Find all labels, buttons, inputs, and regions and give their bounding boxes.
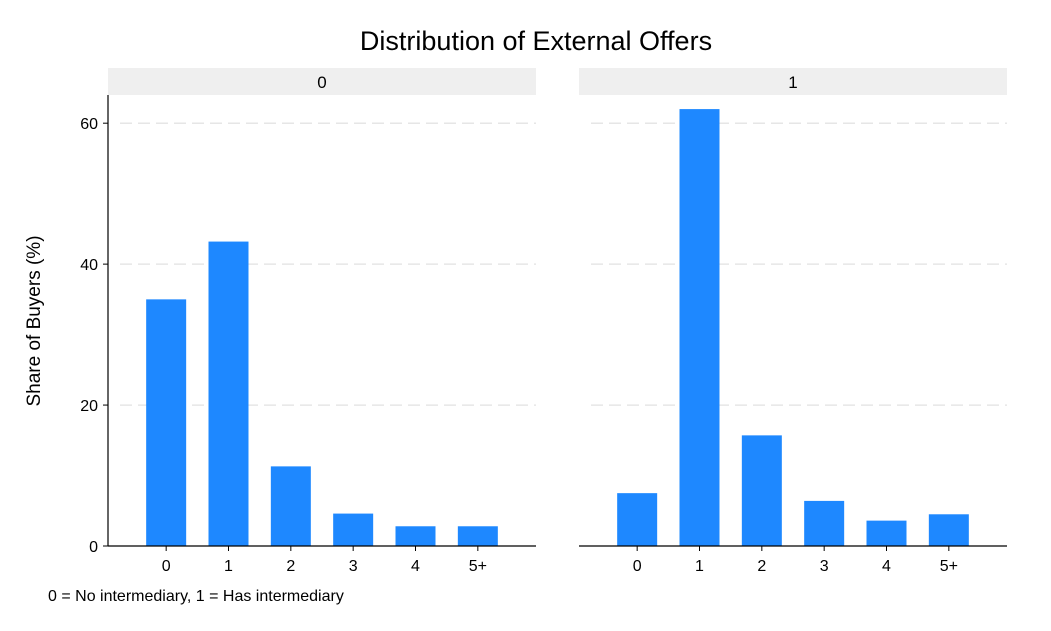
x-tick-label: 2 (757, 558, 766, 575)
bar (146, 299, 187, 546)
bar (333, 513, 374, 546)
panel-0: 0 0 1 2 3 4 5+ 0 20 40 60 (80, 68, 536, 575)
panel-1: 1 0 1 2 3 4 5+ (579, 68, 1007, 575)
bar (679, 109, 720, 546)
panel-header (579, 68, 1007, 95)
x-tick-label: 1 (695, 558, 704, 575)
x-tick-label: 0 (633, 558, 642, 575)
bar (617, 493, 658, 546)
x-tick-label: 0 (162, 558, 171, 575)
bar (395, 526, 436, 546)
y-axis-label: Share of Buyers (%) (24, 235, 45, 406)
bar (804, 500, 845, 546)
panels: 0 0 1 2 3 4 5+ 0 20 40 60 1 0 1 2 3 4 5+ (80, 68, 1007, 575)
x-tick-label: 5+ (469, 558, 487, 575)
x-tick-label: 2 (286, 558, 295, 575)
bar (928, 514, 969, 546)
bar (866, 520, 907, 546)
bar (270, 466, 311, 546)
panel-header (108, 68, 536, 95)
x-tick-label: 1 (224, 558, 233, 575)
y-tick-label: 20 (80, 398, 98, 415)
x-tick-label: 3 (349, 558, 358, 575)
panel-header-label: 1 (788, 73, 797, 92)
footnote: 0 = No intermediary, 1 = Has intermediar… (48, 588, 344, 605)
x-tick-label: 4 (882, 558, 891, 575)
bar (457, 526, 498, 546)
bar (741, 435, 782, 546)
panel-header-label: 0 (317, 73, 326, 92)
y-tick-label: 40 (80, 257, 98, 274)
x-tick-label: 5+ (940, 558, 958, 575)
x-tick-label: 3 (820, 558, 829, 575)
bar (208, 241, 249, 546)
chart-title: Distribution of External Offers (360, 26, 712, 56)
y-tick-label: 60 (80, 116, 98, 133)
y-tick-label: 0 (89, 539, 98, 556)
x-tick-label: 4 (411, 558, 420, 575)
